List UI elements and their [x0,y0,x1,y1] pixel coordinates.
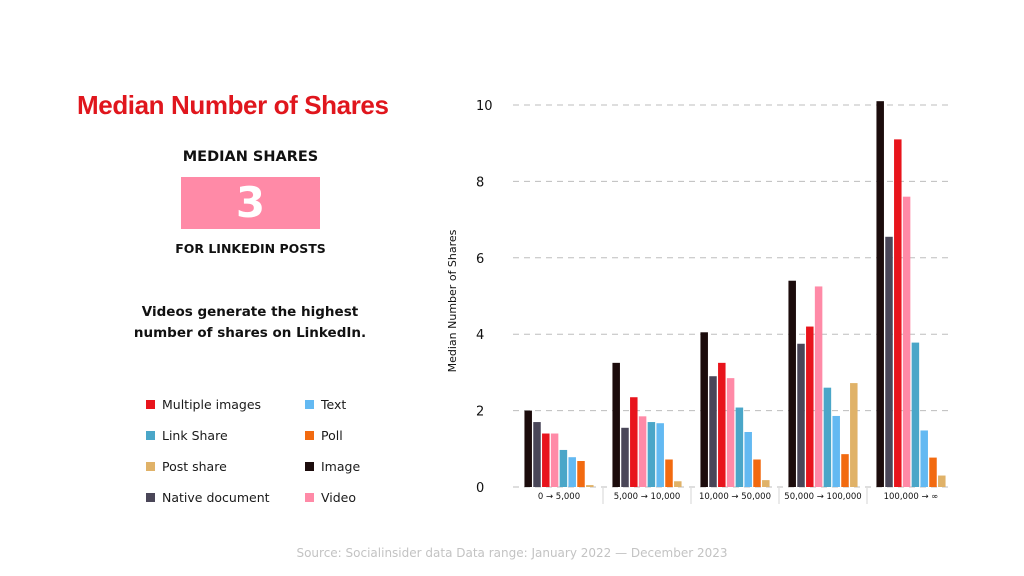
legend-item-link-share: Link Share [146,427,228,443]
legend-label: Native document [162,489,270,505]
y-tick-label: 0 [476,481,484,496]
x-tick-label: 100,000 → ∞ [884,492,939,502]
bar [744,431,752,487]
bar [656,423,664,487]
legend-swatch [305,461,314,471]
bar [621,427,629,487]
bar [753,459,761,487]
source-note: Source: Socialinsider data Data range: J… [296,546,728,560]
legend-item-poll: Poll [305,427,343,443]
legend-swatch [146,399,155,409]
bar [700,332,708,487]
bar [709,376,717,487]
legend-swatch [146,492,155,502]
bar [814,286,823,487]
bar [665,459,673,487]
bar [762,480,770,487]
legend-label: Text [321,396,347,412]
legend-label: Poll [321,427,343,443]
legend-item-video: Video [305,489,356,505]
bar [568,457,576,487]
legend-label: Video [321,489,357,505]
legend-label: Multiple images [162,396,262,412]
bar [674,481,682,487]
bar [832,415,840,487]
bars [524,101,946,488]
legend-item-post-share: Post share [146,458,227,474]
bar [850,383,858,487]
bar [841,454,849,487]
bar [735,407,744,487]
bar [894,139,902,487]
bar [806,326,814,487]
bar [885,236,893,487]
x-tick-label: 10,000 → 50,000 [699,492,771,502]
bar [577,461,585,487]
bar [559,449,568,487]
bar [647,422,656,487]
stat-value-box: 3 [181,177,320,229]
bar [920,430,928,487]
y-tick-label: 6 [476,252,484,267]
bar [524,410,532,487]
bar [938,475,946,487]
legend-label: Link Share [162,427,228,443]
bar [902,196,911,487]
y-tick-label: 10 [476,99,493,114]
bar [612,362,620,487]
stat-heading: MEDIAN SHARES [182,149,319,165]
bar [911,342,920,487]
legend-item-image: Image [305,458,360,474]
bar [726,378,735,487]
legend-item-native-document: Native document [146,489,270,505]
page-title: Median Number of Shares [77,90,389,120]
bar [876,101,884,488]
bar [788,280,796,487]
bar [638,416,647,487]
legend-label: Post share [162,458,227,474]
legend-swatch [305,492,314,502]
x-tick-label: 0 → 5,000 [538,492,580,502]
legend-swatch [146,461,155,471]
y-tick-label: 2 [476,405,484,420]
bar [550,433,559,487]
insight-text: Videos generate the highest number of sh… [133,304,367,341]
bar [823,387,832,487]
legend-item-text: Text [305,396,346,412]
bar [533,422,541,487]
y-tick-label: 4 [476,328,484,343]
x-tick-label: 5,000 → 10,000 [614,492,681,502]
y-tick-label: 8 [476,175,484,190]
bar [797,343,805,487]
legend-swatch [305,430,314,440]
bar [542,433,550,487]
bar [630,397,638,487]
stat-footer: FOR LINKEDIN POSTS [175,241,326,256]
legend-swatch [305,399,314,409]
bar [718,362,726,487]
x-tick-label: 50,000 → 100,000 [784,492,861,502]
bar [586,485,594,487]
y-axis-title: Median Number of Shares [446,229,459,372]
legend-label: Image [321,458,361,474]
legend-item-multiple-images: Multiple images [146,396,261,412]
legend-swatch [146,430,155,440]
axis-labels: 0 2 4 6 8 10 0 → 5,000 5,000 → 10,000 10,000 → 5… [476,99,938,504]
bar [929,457,937,487]
